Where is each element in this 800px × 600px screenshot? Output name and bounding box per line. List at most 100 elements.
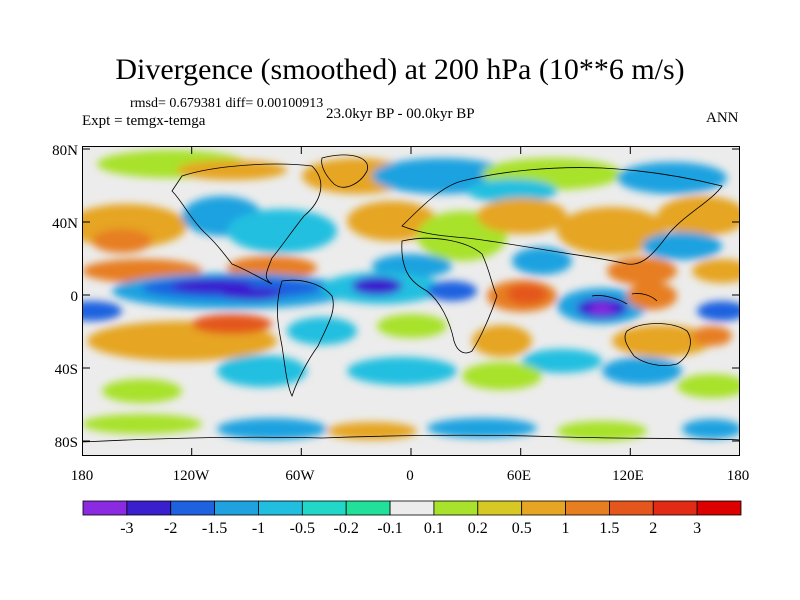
colorbar-label: 1.5 (599, 520, 620, 537)
map-title: Divergence (smoothed) at 200 hPa (10**6 … (115, 53, 685, 86)
field-patch (557, 207, 667, 255)
colorbar-label: -1 (251, 520, 266, 537)
lat-label-40n: 40N (52, 216, 78, 232)
field-patch (557, 421, 647, 441)
field-patch (172, 279, 252, 293)
stats-text: rmsd= 0.679381 diff= 0.00100913 (130, 96, 324, 111)
field-patch (522, 349, 602, 373)
field-patch (222, 288, 282, 300)
field-patch (612, 325, 712, 357)
field-patch (477, 198, 567, 234)
colorbar-swatch (477, 500, 523, 516)
colorbar-label: -2 (164, 520, 178, 537)
field-patch (512, 247, 572, 275)
coastline-africa (401, 237, 498, 354)
lon-label-60e: 60E (506, 468, 532, 484)
field-patch (427, 418, 537, 438)
lat-label-40s: 40S (54, 362, 78, 378)
colorbar-swatch (301, 500, 347, 516)
colorbar-label: -0.5 (289, 520, 315, 537)
colorbar-swatch (345, 500, 391, 516)
colorbar-label: 0.5 (511, 520, 532, 537)
lat-label-0: 0 (70, 289, 79, 305)
field-patch (590, 304, 614, 314)
coastline-antarctica (82, 434, 740, 443)
field-patch (607, 257, 677, 285)
colorbar-label: -1.5 (201, 520, 228, 537)
field-patch (287, 317, 357, 345)
field-patch (92, 229, 152, 253)
colorbar-swatch (652, 500, 698, 516)
field-patch (697, 301, 740, 321)
colorbar-swatch (126, 500, 172, 516)
colorbar-label: -0.2 (333, 520, 359, 537)
colorbar-swatch (170, 500, 216, 516)
colorbar-swatch (433, 500, 479, 516)
lon-label-120e: 120E (612, 468, 644, 484)
colorbar-swatch (565, 500, 610, 516)
lon-label-120w: 120W (172, 468, 210, 484)
field-patch (472, 325, 532, 357)
field-patch (347, 357, 457, 385)
field-patch (192, 314, 272, 334)
field-patch (427, 281, 477, 301)
period-text: 23.0kyr BP - 00.0kyr BP (326, 106, 475, 122)
coastline-eurasia (401, 167, 723, 265)
field-patch (657, 196, 740, 236)
field-patch (82, 301, 122, 321)
contour-fields (82, 150, 740, 443)
lat-label-80n: 80N (52, 143, 78, 159)
colorbar-swatches (82, 500, 742, 516)
season-text: ANN (706, 110, 739, 126)
field-patch (347, 201, 437, 241)
colorbar-swatch (389, 500, 435, 516)
field-patch (217, 355, 307, 387)
field-patch (352, 277, 402, 295)
coastline-greenland (321, 154, 368, 188)
field-patch (217, 418, 327, 440)
colorbar-label: 0.2 (467, 520, 488, 537)
field-patch (377, 314, 447, 338)
colorbar-swatch (214, 500, 259, 516)
coastline-north-america (171, 163, 322, 285)
colorbar-label: 2 (649, 520, 658, 537)
coastline-australia (624, 323, 691, 366)
axis-ticks (82, 146, 740, 456)
colorbar (82, 500, 742, 516)
field-patch (602, 357, 682, 385)
field-patch (327, 422, 417, 440)
colorbar-swatch (258, 500, 303, 516)
colorbar-label: -0.1 (377, 520, 403, 537)
field-patch (227, 209, 337, 253)
field-patch (102, 379, 182, 403)
field-patch (642, 232, 722, 260)
colorbar-label: 0.1 (423, 520, 444, 537)
field-patch (692, 326, 732, 346)
field-patch (372, 254, 452, 278)
lon-label-0: 0 (406, 468, 414, 484)
lon-label-180e: 180 (726, 468, 750, 484)
coastline-indonesia (591, 293, 658, 305)
field-patch (462, 362, 542, 390)
field-patch (692, 259, 740, 283)
coastline-south-america (276, 279, 334, 398)
colorbar-label: 1 (561, 520, 570, 537)
divergence-map (82, 146, 740, 456)
field-patch (682, 419, 740, 439)
field-patch (627, 282, 677, 310)
coastlines (82, 154, 740, 443)
colorbar-swatch (696, 500, 742, 516)
lon-label-180w: 180 (70, 468, 94, 484)
colorbar-swatch (521, 500, 566, 516)
colorbar-swatch (609, 500, 654, 516)
lon-label-60w: 60W (285, 468, 315, 484)
colorbar-swatch (82, 500, 128, 516)
field-patch (467, 179, 557, 203)
experiment-text: Expt = temgx-temga (82, 113, 206, 129)
field-patch (617, 162, 727, 194)
colorbar-label: 3 (693, 520, 702, 537)
field-patch (82, 414, 202, 434)
field-patch (677, 374, 740, 398)
colorbar-label: -3 (120, 520, 134, 537)
lat-label-80s: 80S (54, 435, 78, 451)
